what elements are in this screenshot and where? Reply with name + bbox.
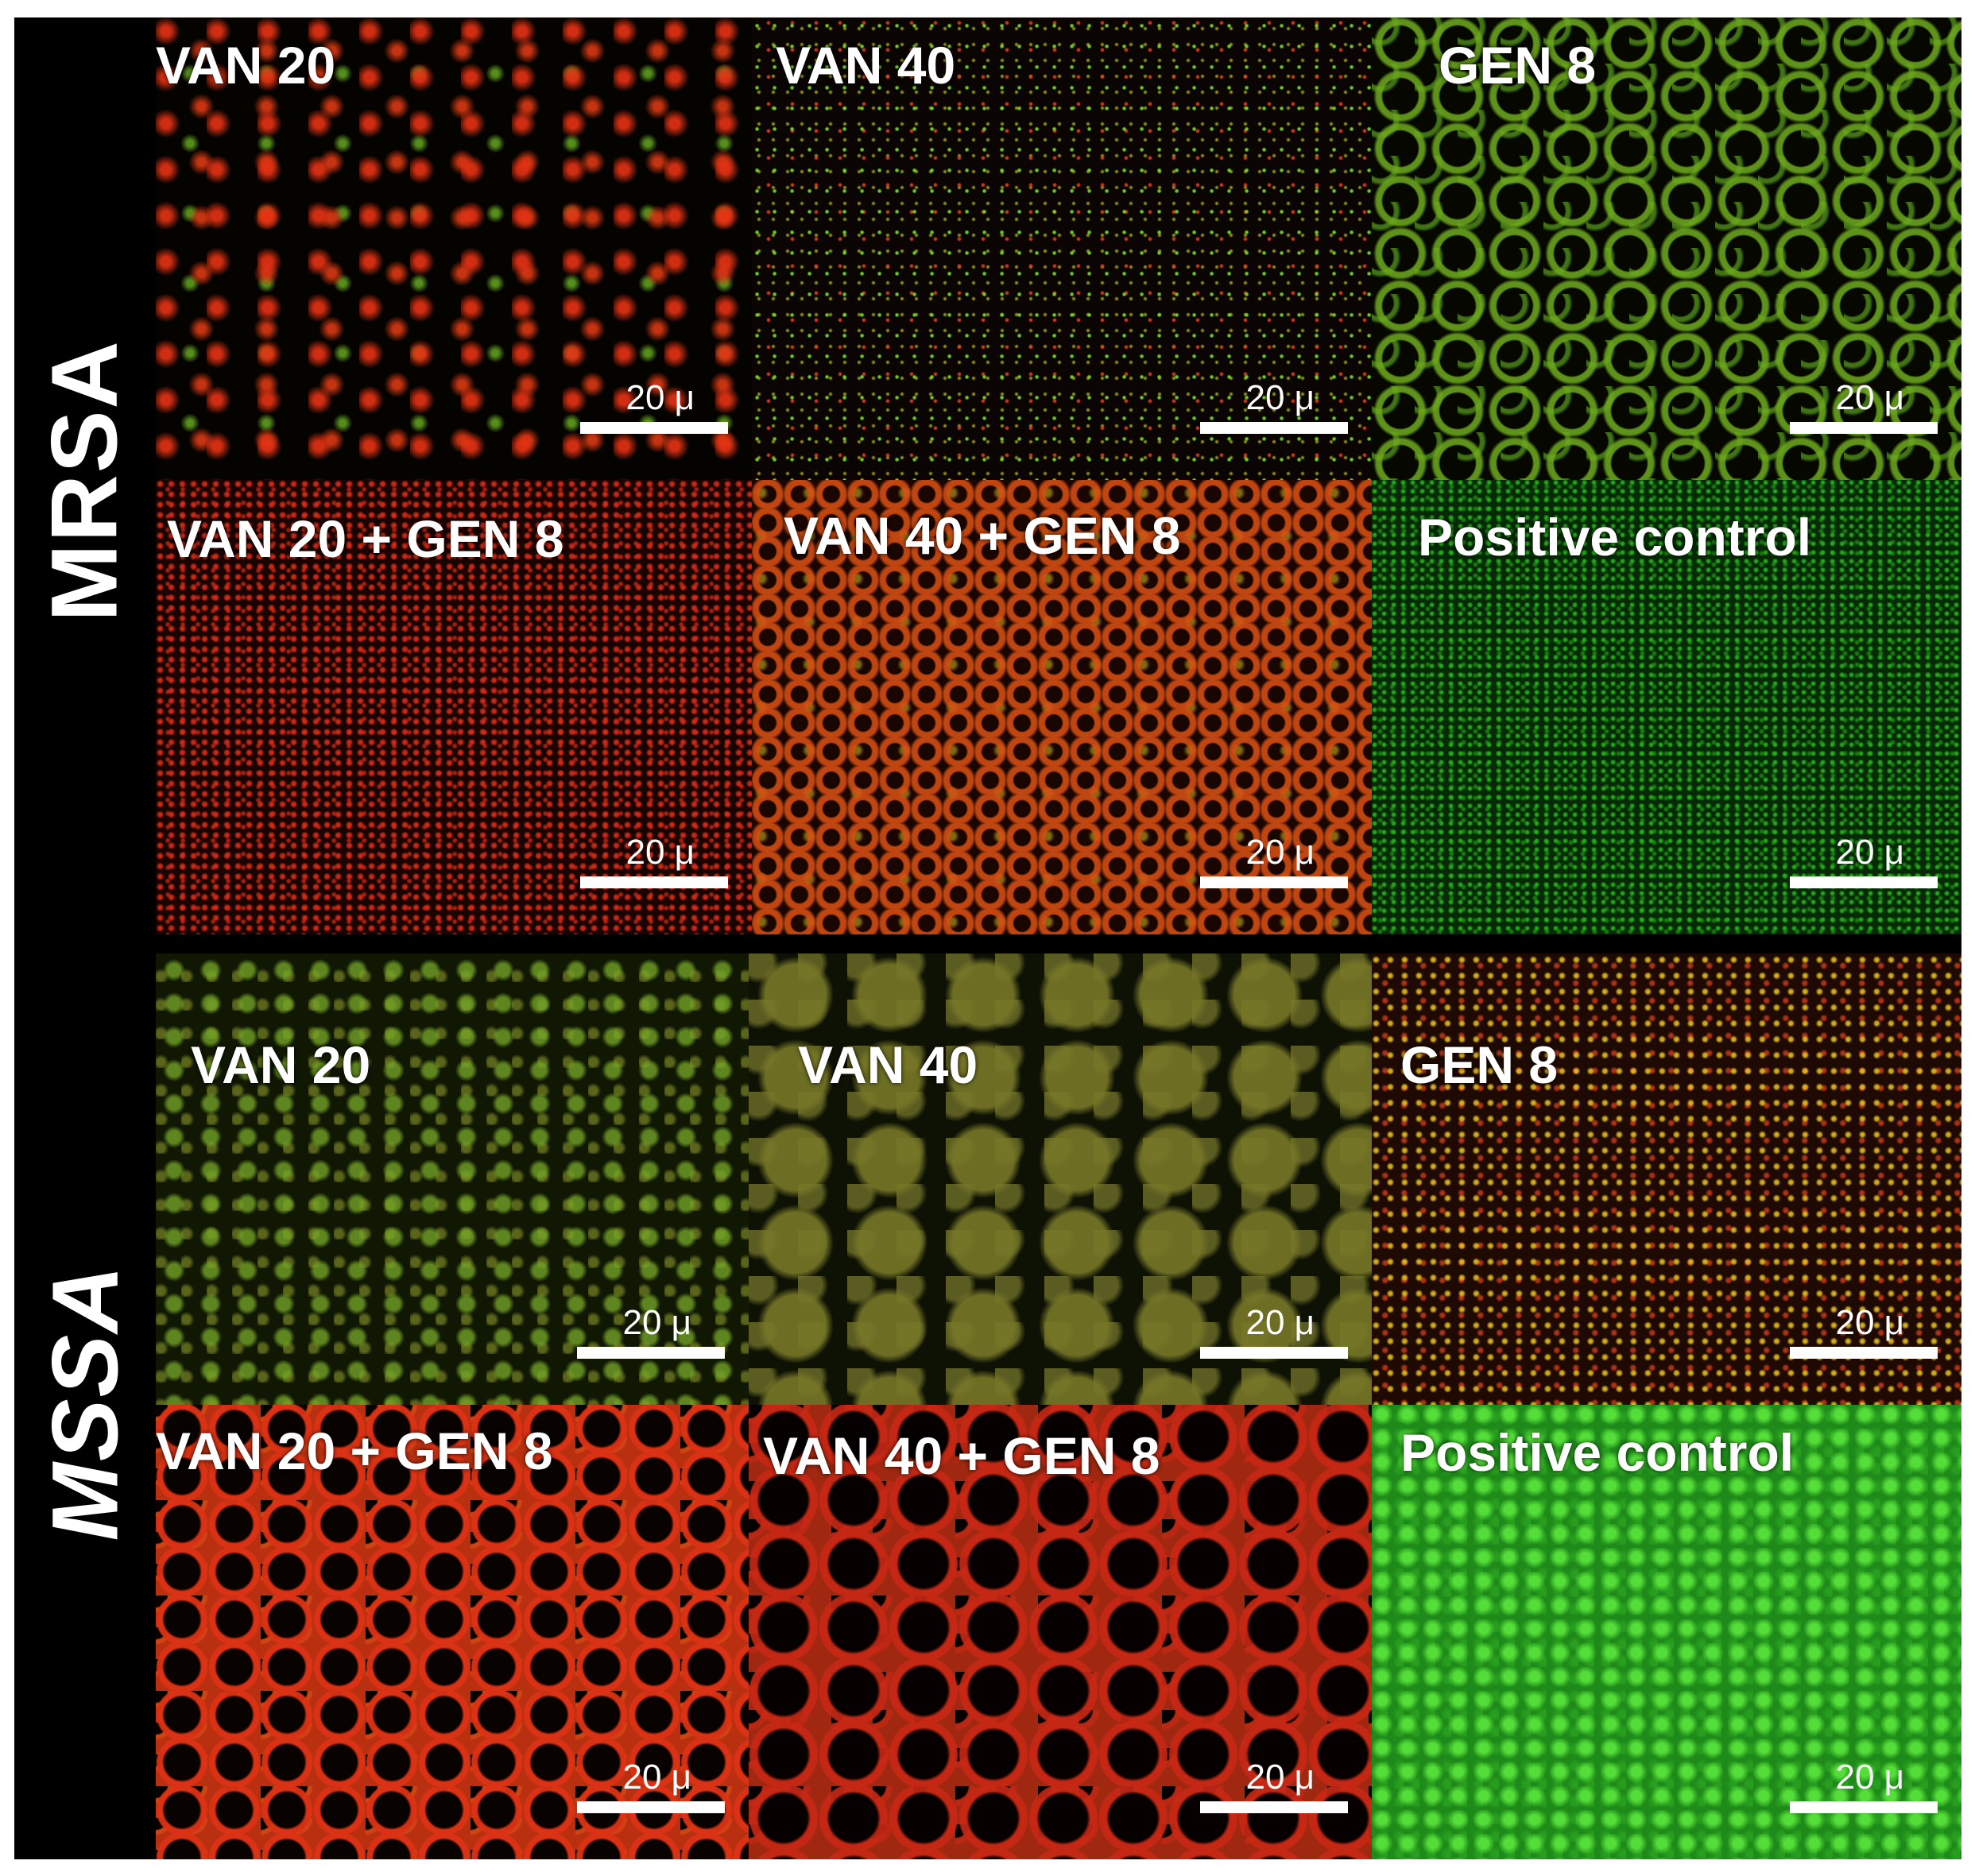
scale-bar <box>1790 422 1938 434</box>
panel-mssa-van-40-gen-8: VAN 40 + GEN 8 20 μ <box>749 1405 1372 1859</box>
scale-bar-label: 20 μ <box>1835 833 1904 872</box>
scale-bar-label: 20 μ <box>625 378 695 417</box>
scale-bar-label: 20 μ <box>625 833 695 872</box>
panel-title: VAN 20 <box>156 36 336 95</box>
scale-bar <box>1790 1347 1938 1359</box>
panel-title: GEN 8 <box>1439 36 1597 95</box>
panel-mrsa-positive-control: Positive control 20 μ <box>1372 480 1961 934</box>
scale-bar-label: 20 μ <box>1245 833 1315 872</box>
panel-mrsa-gen-8: GEN 8 20 μ <box>1372 17 1961 480</box>
micrograph-image <box>1372 953 1961 1405</box>
section-label-mssa: MSSA <box>14 946 156 1859</box>
section-label-mrsa-text: MRSA <box>33 339 137 622</box>
scale-bar <box>1200 876 1348 888</box>
scale-bar-label: 20 μ <box>1245 378 1315 417</box>
panel-title: VAN 40 <box>776 36 956 95</box>
scale-bar <box>580 876 728 888</box>
panel-title: GEN 8 <box>1400 1035 1559 1094</box>
panel-title: VAN 40 + GEN 8 <box>763 1426 1160 1485</box>
micrograph-image <box>749 1405 1372 1859</box>
panel-mssa-van-20: VAN 20 20 μ <box>156 953 749 1405</box>
micrograph-image <box>156 1405 749 1859</box>
scale-bar-label: 20 μ <box>1245 1303 1315 1342</box>
panel-mrsa-van-40-gen-8: VAN 40 + GEN 8 20 μ <box>752 480 1372 934</box>
panel-mssa-positive-control: Positive control 20 μ <box>1372 1405 1961 1859</box>
panel-mssa-van-40: VAN 40 20 μ <box>749 953 1372 1405</box>
scale-bar-label: 20 μ <box>622 1303 691 1342</box>
panel-title: VAN 20 + GEN 8 <box>167 509 564 568</box>
scale-bar <box>1200 1347 1348 1359</box>
scale-bar-label: 20 μ <box>622 1758 691 1797</box>
micrograph-image <box>156 480 752 934</box>
scale-bar <box>577 1347 725 1359</box>
section-label-mssa-text: MSSA <box>33 1263 138 1541</box>
panel-mrsa-van-20-gen-8: VAN 20 + GEN 8 20 μ <box>156 480 752 934</box>
panel-title: VAN 20 <box>191 1035 371 1094</box>
micrograph-image <box>156 17 752 480</box>
panel-mssa-van-20-gen-8: VAN 20 + GEN 8 20 μ <box>156 1405 749 1859</box>
panel-title: Positive control <box>1418 508 1812 567</box>
scale-bar <box>580 422 728 434</box>
micrograph-image <box>752 480 1372 934</box>
panel-title: Positive control <box>1400 1423 1795 1482</box>
section-label-mrsa: MRSA <box>14 17 156 944</box>
scale-bar <box>1200 422 1348 434</box>
micrograph-image <box>1372 17 1961 480</box>
scale-bar-label: 20 μ <box>1245 1758 1315 1797</box>
panel-title: VAN 40 + GEN 8 <box>784 506 1181 565</box>
panel-mrsa-van-40: VAN 40 20 μ <box>752 17 1372 480</box>
micrograph-image <box>1372 1405 1961 1859</box>
panel-title: VAN 40 <box>798 1035 978 1094</box>
scale-bar <box>1200 1801 1348 1813</box>
scale-bar <box>1790 1801 1938 1813</box>
panel-mssa-gen-8: GEN 8 20 μ <box>1372 953 1961 1405</box>
scale-bar-label: 20 μ <box>1835 1758 1904 1797</box>
panel-mrsa-van-20: VAN 20 20 μ <box>156 17 752 480</box>
section-divider <box>14 934 1961 953</box>
scale-bar-label: 20 μ <box>1835 1303 1904 1342</box>
micrograph-image <box>749 953 1372 1405</box>
scale-bar-label: 20 μ <box>1835 378 1904 417</box>
scale-bar <box>577 1801 725 1813</box>
scale-bar <box>1790 876 1938 888</box>
micrograph-image <box>752 17 1372 480</box>
micrograph-image <box>156 953 749 1405</box>
micrograph-image <box>1372 480 1961 934</box>
panel-title: VAN 20 + GEN 8 <box>156 1422 553 1480</box>
